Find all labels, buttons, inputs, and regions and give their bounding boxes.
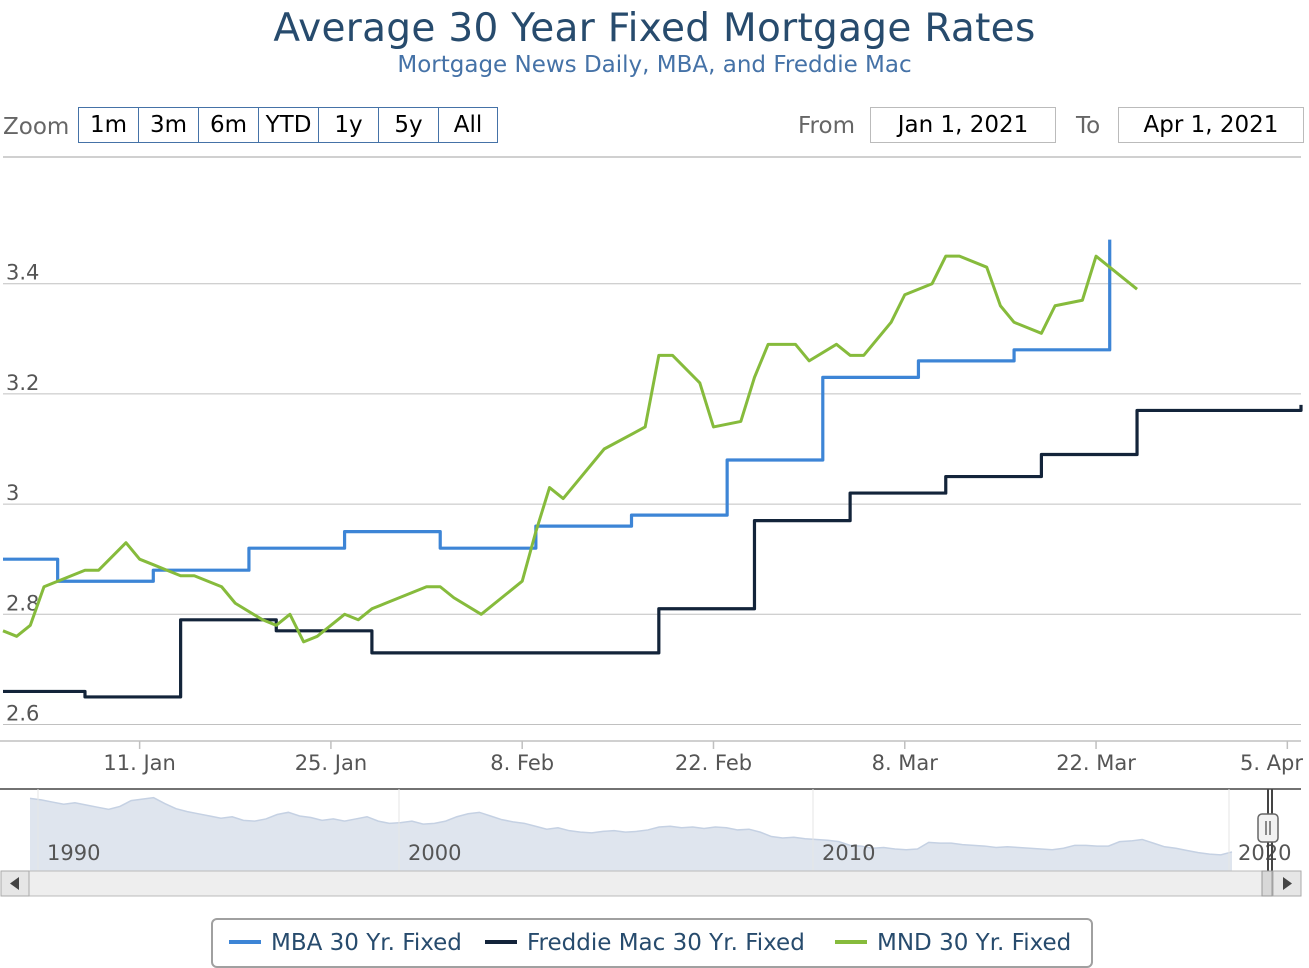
- legend-swatch-freddie-mac: [485, 939, 517, 944]
- navigator-handle[interactable]: [1257, 813, 1279, 843]
- y-tick-label: 3.4: [6, 261, 39, 285]
- y-axis-labels: 2.62.833.23.4: [6, 261, 39, 726]
- x-tick-label: 22. Feb: [675, 751, 752, 775]
- from-label: From: [798, 113, 855, 139]
- zoom-label: Zoom: [3, 114, 70, 140]
- y-tick-label: 3.2: [6, 371, 39, 395]
- zoom-1y-button[interactable]: 1y: [319, 108, 379, 142]
- legend-item-mba[interactable]: MBA 30 Yr. Fixed: [229, 920, 462, 966]
- legend-label-mba: MBA 30 Yr. Fixed: [271, 930, 462, 956]
- legend-item-mnd[interactable]: MND 30 Yr. Fixed: [835, 920, 1071, 966]
- y-tick-label: 3: [6, 481, 19, 505]
- chevron-right-icon: [1283, 877, 1292, 890]
- to-date-input[interactable]: Apr 1, 2021: [1118, 107, 1304, 143]
- mba-line: [3, 239, 1112, 583]
- navigator-tick-label: 2000: [408, 841, 461, 865]
- chart-title: Average 30 Year Fixed Mortgage Rates: [273, 6, 1036, 51]
- navigator[interactable]: 1990 2000 2010 2020: [0, 788, 1301, 871]
- from-date-input[interactable]: Jan 1, 2021: [870, 107, 1056, 143]
- mnd-line: [2, 254, 1138, 644]
- navigator-line: [29, 796, 1233, 856]
- chart-subtitle: Mortgage News Daily, MBA, and Freddie Ma…: [397, 52, 912, 78]
- x-tick-label: 8. Mar: [872, 751, 939, 775]
- legend-swatch-mnd: [835, 939, 867, 944]
- navigator-tick-label: 1990: [47, 841, 100, 865]
- legend-swatch-mba: [229, 939, 261, 944]
- x-axis: 11. Jan 25. Jan 8. Feb 22. Feb 8. Mar 22. Mar…: [0, 740, 1303, 775]
- zoom-6m-button[interactable]: 6m: [199, 108, 259, 142]
- zoom-button-group: 1m 3m 6m YTD 1y 5y All: [78, 107, 498, 143]
- y-tick-label: 2.6: [6, 701, 39, 725]
- zoom-ytd-button[interactable]: YTD: [259, 108, 319, 142]
- x-tick-label: 22. Mar: [1056, 751, 1136, 775]
- zoom-all-button[interactable]: All: [439, 108, 497, 142]
- legend-item-freddie-mac[interactable]: Freddie Mac 30 Yr. Fixed: [485, 920, 805, 966]
- scrollbar[interactable]: [0, 870, 1302, 897]
- legend: MBA 30 Yr. Fixed Freddie Mac 30 Yr. Fixe…: [211, 918, 1093, 968]
- series-lines: [2, 239, 1303, 699]
- navigator-tick-label: 2020: [1238, 841, 1291, 865]
- to-label: To: [1076, 113, 1101, 139]
- legend-label-mnd: MND 30 Yr. Fixed: [877, 930, 1072, 956]
- x-tick-label: 5. Apr: [1240, 751, 1303, 775]
- x-tick-label: 11. Jan: [103, 751, 175, 775]
- navigator-tick-label: 2010: [822, 841, 875, 865]
- x-tick-label: 8. Feb: [490, 751, 554, 775]
- zoom-1m-button[interactable]: 1m: [79, 108, 139, 142]
- scrollbar-thumb[interactable]: [1261, 870, 1273, 897]
- zoom-5y-button[interactable]: 5y: [379, 108, 439, 142]
- scrollbar-track: [0, 870, 1302, 897]
- chevron-left-icon: [10, 877, 19, 890]
- x-tick-label: 25. Jan: [295, 751, 367, 775]
- zoom-3m-button[interactable]: 3m: [139, 108, 199, 142]
- freddie-mac-line: [3, 404, 1303, 699]
- navigator-area: [30, 797, 1232, 871]
- legend-label-freddie-mac: Freddie Mac 30 Yr. Fixed: [527, 930, 805, 956]
